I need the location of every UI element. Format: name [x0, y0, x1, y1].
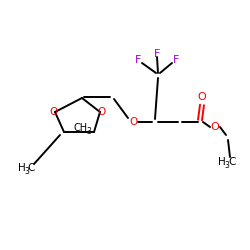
Text: 3: 3: [224, 160, 230, 170]
Text: 3: 3: [24, 166, 29, 175]
Text: 3: 3: [86, 126, 91, 136]
Text: O: O: [97, 107, 105, 117]
Text: C: C: [228, 157, 236, 167]
Text: C: C: [27, 163, 35, 173]
Text: H: H: [218, 157, 226, 167]
Text: O: O: [198, 92, 206, 102]
Text: O: O: [129, 117, 137, 127]
Text: F: F: [154, 49, 160, 59]
Text: O: O: [210, 122, 220, 132]
Text: CH: CH: [74, 123, 88, 133]
Text: F: F: [173, 55, 179, 65]
Text: O: O: [50, 107, 58, 117]
Text: F: F: [135, 55, 141, 65]
Text: H: H: [18, 163, 26, 173]
